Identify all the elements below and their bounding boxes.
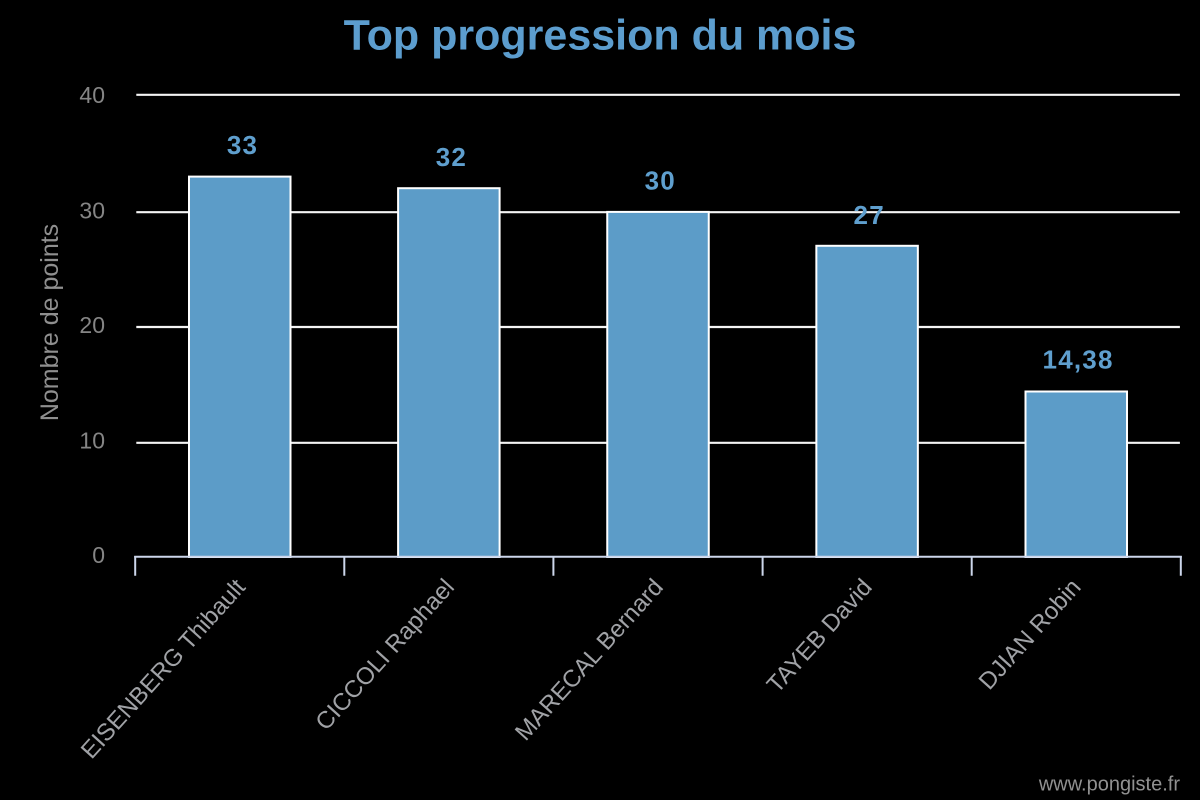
svg-text:Nombre de points: Nombre de points [36, 224, 64, 421]
svg-text:33: 33 [227, 130, 258, 160]
svg-text:0: 0 [92, 542, 105, 568]
svg-text:30: 30 [79, 197, 105, 223]
svg-text:40: 40 [79, 82, 105, 108]
svg-text:14,38: 14,38 [1043, 344, 1114, 374]
svg-text:www.pongiste.fr: www.pongiste.fr [1038, 774, 1181, 796]
svg-text:32: 32 [436, 142, 467, 172]
svg-text:Top progression du mois: Top progression du mois [344, 12, 857, 60]
svg-text:30: 30 [645, 165, 676, 195]
svg-text:10: 10 [79, 427, 105, 453]
svg-text:20: 20 [79, 312, 105, 338]
svg-text:27: 27 [854, 200, 885, 230]
